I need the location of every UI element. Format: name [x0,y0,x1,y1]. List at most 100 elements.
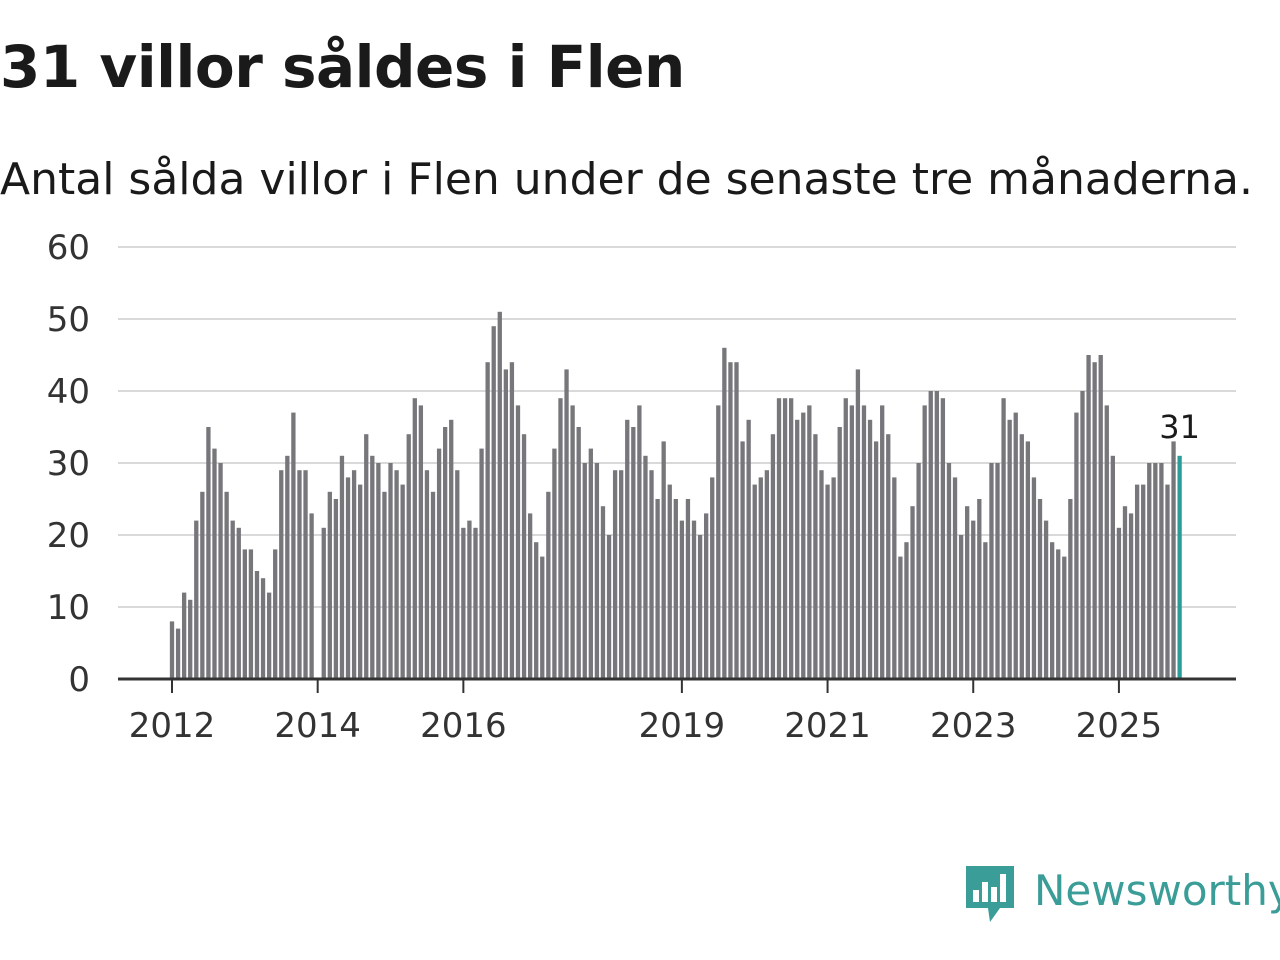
bar [1037,499,1043,679]
bar [776,398,782,679]
bar [436,448,442,679]
bar [540,556,545,679]
bar [855,369,861,679]
bar [503,369,508,679]
bar [236,527,241,679]
x-tick-label: 2016 [420,706,507,746]
bar [1098,355,1103,679]
bar [1092,362,1097,679]
bar [339,455,345,679]
bar [995,463,1000,679]
bar [655,499,660,679]
bar [801,412,806,679]
bar [782,398,788,679]
bar [564,369,569,679]
newsworthy-logo-text: Newsworthy [1034,866,1280,915]
bar [200,491,205,679]
y-tick-label: 10 [47,588,90,628]
bar [764,470,770,679]
bar [904,542,909,679]
bar [412,398,417,679]
bar [309,513,314,679]
bar [455,470,460,679]
bar [291,412,296,679]
bar [333,499,339,679]
bar [837,427,842,679]
chart-title: 31 villor såldes i Flen [0,33,685,101]
x-tick-label: 2023 [930,706,1017,746]
bar [1068,499,1073,679]
bar [485,362,490,679]
bar [1153,463,1158,679]
bar [570,405,575,679]
bar [958,535,964,679]
bar [916,463,921,679]
bar [825,484,830,679]
bar [534,542,539,679]
bar [461,527,466,679]
bar [910,506,915,679]
bar [1171,441,1176,679]
bar [1025,441,1031,679]
x-tick-label: 2019 [639,706,726,746]
bar [637,405,642,679]
bar [867,419,873,679]
y-tick-label: 20 [47,516,90,556]
bar [230,520,235,679]
y-tick-label: 60 [47,228,90,268]
bar [807,405,812,679]
bar [1165,484,1170,679]
highlight-value-label: 31 [1159,408,1200,446]
bar [685,499,691,679]
x-tick-label: 2021 [784,706,871,746]
bar [971,520,976,679]
bar [582,463,587,679]
bar [758,477,763,679]
bar [424,470,430,679]
x-tick-label: 2014 [274,706,361,746]
bar [1043,520,1049,679]
bar [1019,434,1024,679]
bar [279,470,284,679]
bar [260,578,266,679]
bar [321,527,326,679]
bar [285,455,290,679]
bar [218,463,223,679]
bar [1013,412,1018,679]
newsworthy-logo-icon [966,866,1014,922]
bar [491,326,496,679]
bar [679,520,685,679]
bar [242,549,247,679]
bar [1147,463,1152,679]
bar [527,513,533,679]
bar [849,405,854,679]
bar [1159,463,1164,679]
bar [358,484,363,679]
bar [552,448,557,679]
bar [394,470,399,679]
bar [400,484,405,679]
bar [521,434,527,679]
newsworthy-logo: Newsworthy [964,864,1280,928]
bar [843,398,848,679]
bar [497,311,502,679]
bar [691,520,697,679]
bar [418,405,424,679]
bar [1056,549,1061,679]
bar [509,362,515,679]
bar [515,405,521,679]
bar [1074,412,1079,679]
bar [382,491,387,679]
bar [473,527,478,679]
bar [873,441,879,679]
bar [1128,513,1134,679]
bar [710,477,715,679]
bar [576,427,581,679]
bar [831,477,836,679]
y-tick-label: 40 [47,372,90,412]
bar [1086,355,1091,679]
bar [898,556,903,679]
bar [1104,405,1109,679]
bar [643,455,648,679]
y-tick-label: 50 [47,300,90,340]
